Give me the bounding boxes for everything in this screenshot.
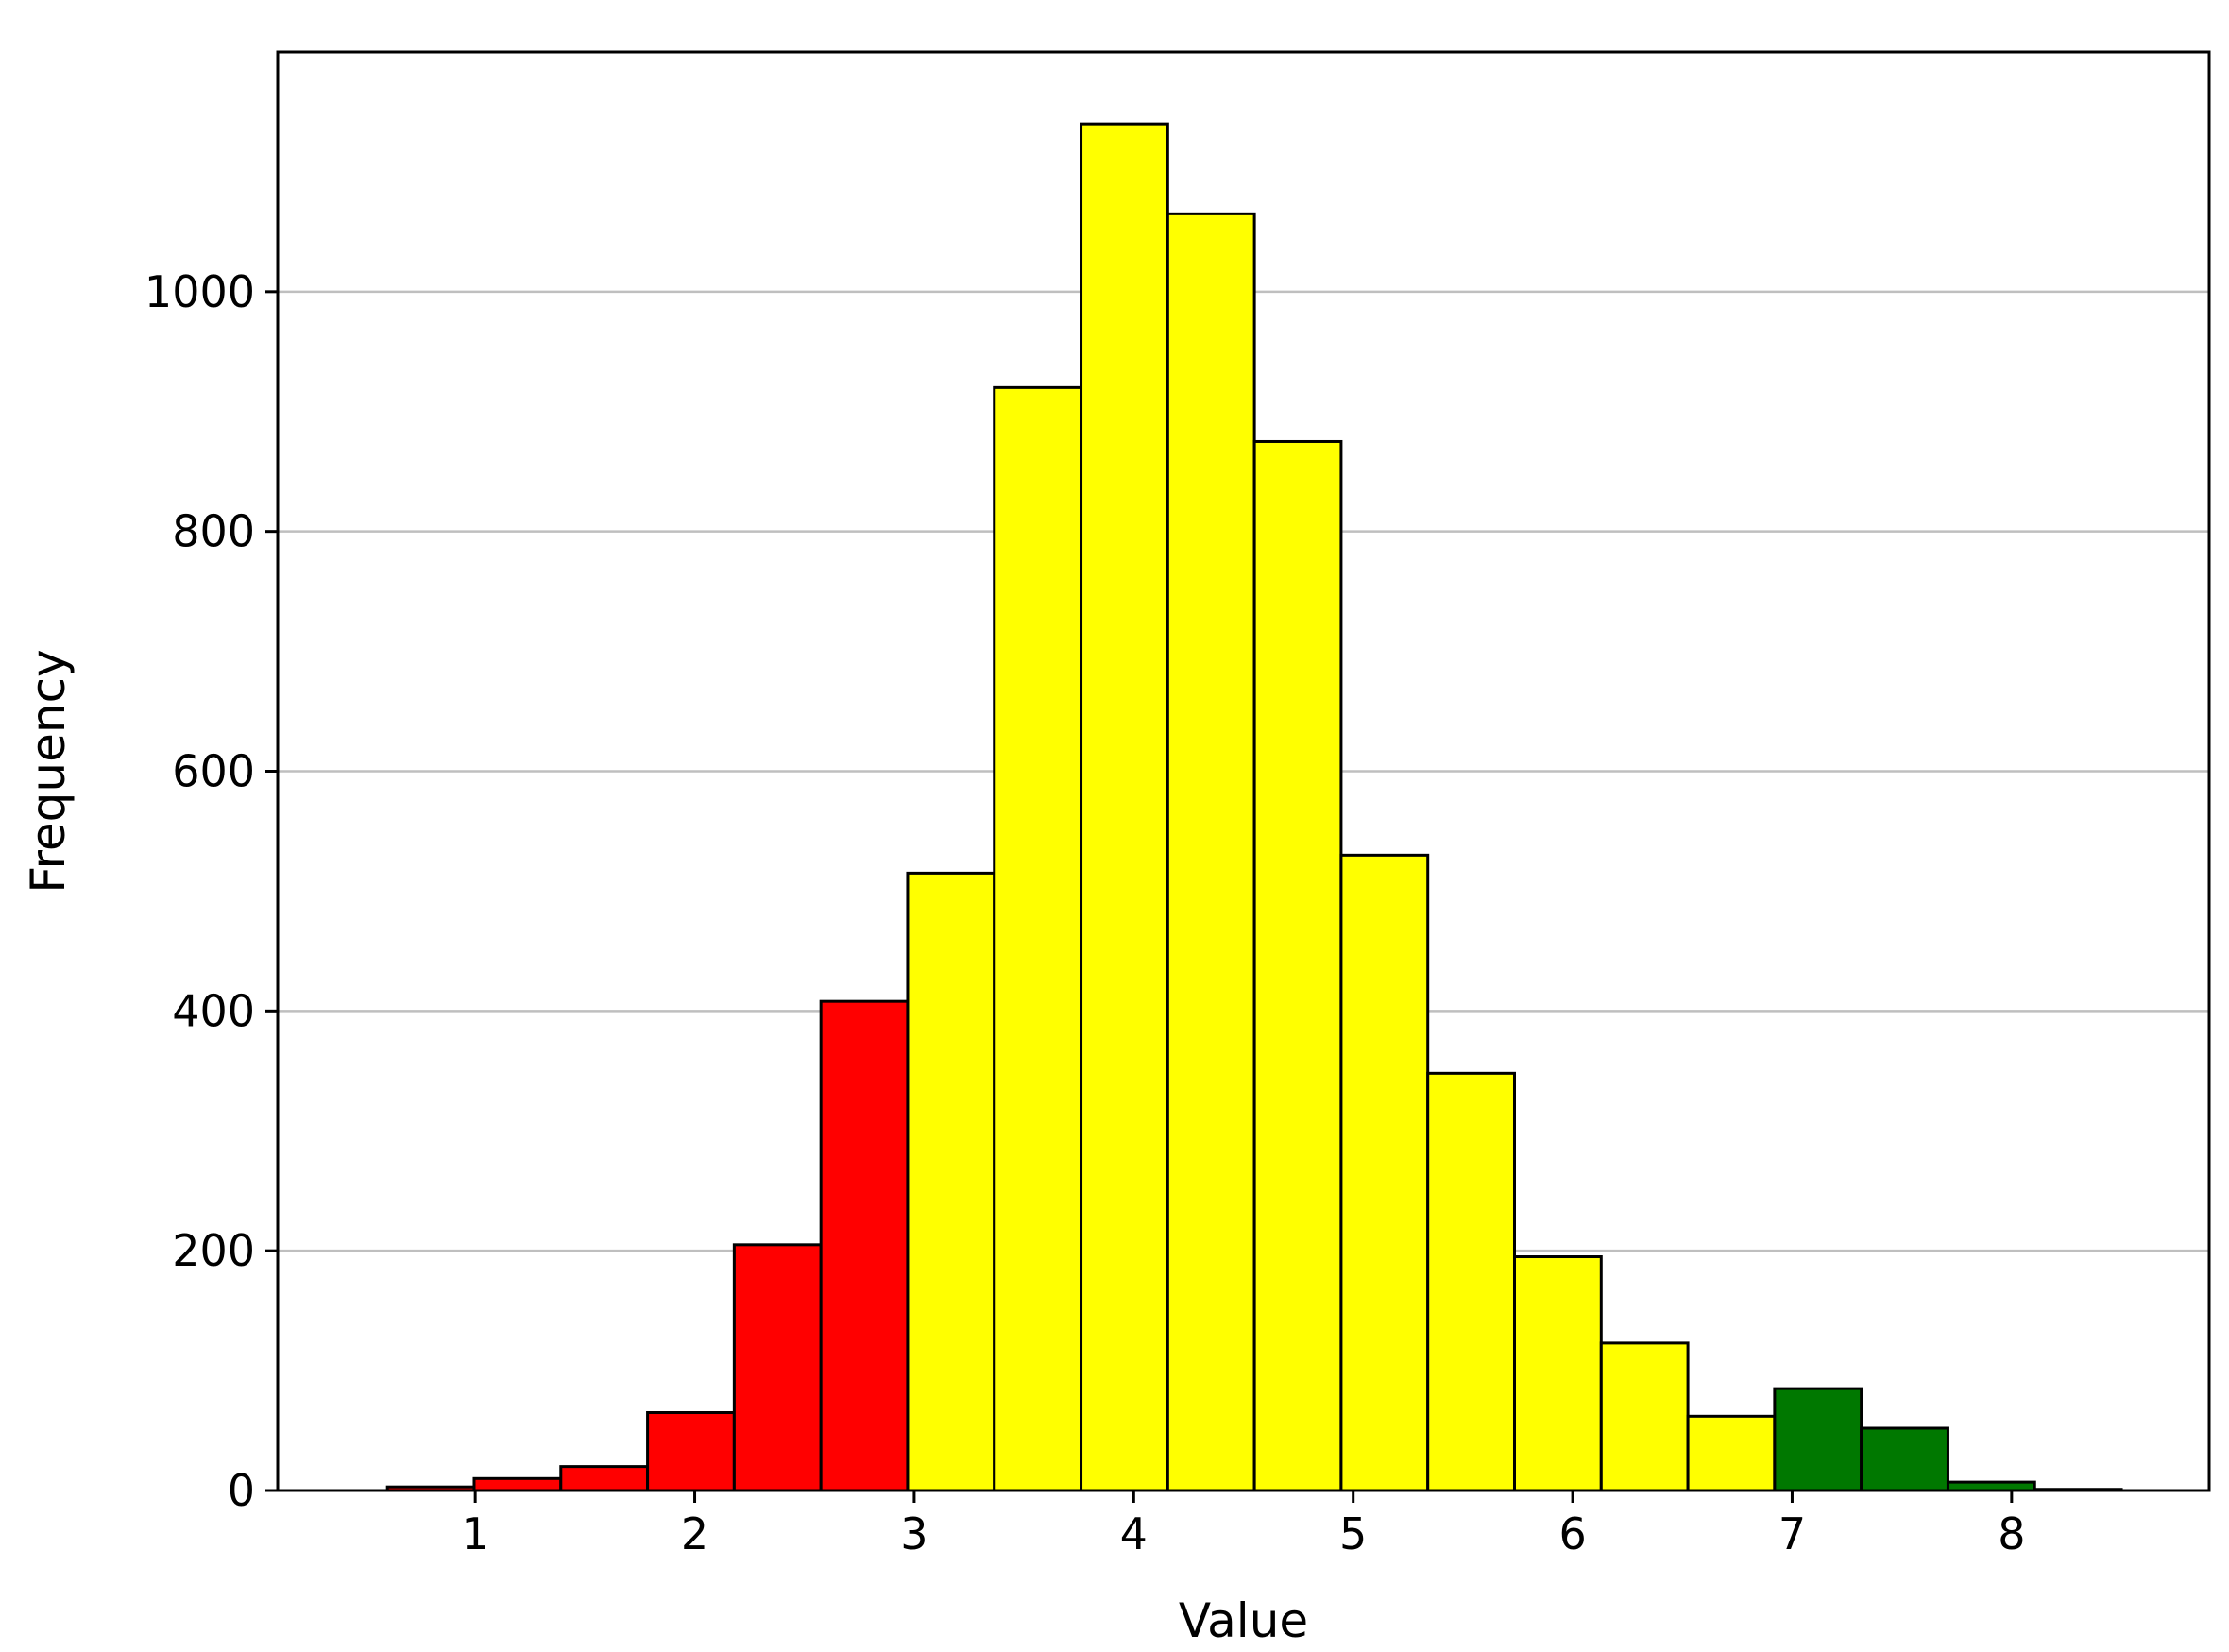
x-tick-label: 7 (1778, 1508, 1806, 1559)
histogram-bar (472, 1476, 563, 1492)
histogram-bar (1339, 853, 1430, 1492)
histogram-bar (1599, 1341, 1690, 1492)
x-tick-label: 4 (1120, 1508, 1148, 1559)
x-tick-label: 8 (1998, 1508, 2025, 1559)
histogram-bar (732, 1243, 823, 1492)
y-axis-ticks: 0 200 400 600 800 1000 (145, 266, 278, 1516)
histogram-bar (1426, 1071, 1516, 1492)
y-tick-label: 1000 (145, 266, 255, 317)
histogram-bar (646, 1411, 736, 1492)
histogram-bar (1166, 212, 1256, 1492)
bars (385, 122, 2123, 1492)
histogram-bar (1686, 1414, 1777, 1492)
y-tick-label: 800 (172, 506, 255, 557)
y-tick-label: 200 (172, 1225, 255, 1276)
y-tick-label: 600 (172, 746, 255, 797)
histogram-bar (906, 871, 996, 1492)
y-axis-title: Frequency (21, 649, 76, 893)
histogram-bar (1080, 122, 1169, 1492)
histogram-bar (559, 1465, 650, 1492)
histogram-bar (1860, 1426, 1949, 1492)
x-tick-label: 5 (1339, 1508, 1367, 1559)
histogram-bar (993, 385, 1083, 1492)
histogram-bar (1252, 439, 1343, 1492)
x-tick-label: 3 (900, 1508, 927, 1559)
x-tick-label: 6 (1558, 1508, 1586, 1559)
x-tick-label: 2 (681, 1508, 708, 1559)
x-axis-ticks: 1 2 3 4 5 6 7 8 (462, 1490, 2025, 1559)
y-tick-label: 0 (228, 1465, 255, 1516)
histogram-bar (1512, 1255, 1603, 1492)
x-tick-label: 1 (462, 1508, 489, 1559)
histogram-bar (1773, 1387, 1863, 1492)
y-tick-label: 400 (172, 985, 255, 1036)
histogram-bar (819, 999, 910, 1492)
x-axis-title: Value (1179, 1593, 1308, 1648)
